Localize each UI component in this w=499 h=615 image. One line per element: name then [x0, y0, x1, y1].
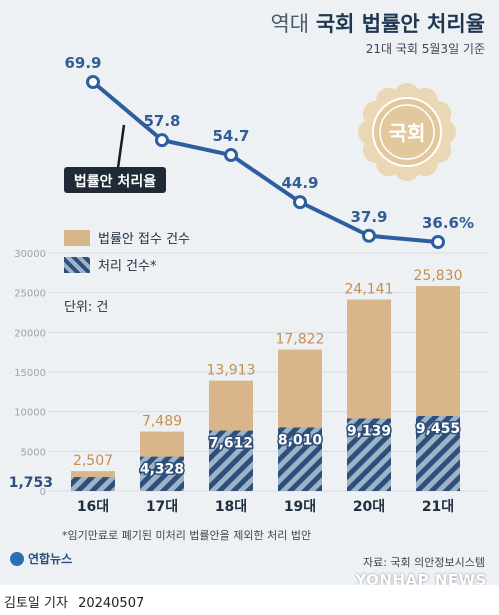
- legend-label-received: 법률안 접수 건수: [98, 232, 190, 247]
- bar-processed: [278, 427, 322, 491]
- title-main: 국회 법률안 처리율: [315, 12, 485, 36]
- processed-value-label: 4,328: [140, 462, 184, 478]
- subtitle: 21대 국회 5월3일 기준: [365, 42, 485, 56]
- x-tick-label: 16대: [77, 499, 109, 515]
- x-tick-label: 17대: [146, 499, 178, 515]
- processed-value-label: 7,612: [209, 436, 253, 452]
- rate-callout: 법률안 처리율: [64, 124, 166, 193]
- infographic-card: 국회 0 5000 10000 15000 20000 25000 30000 69.9 57…: [0, 0, 499, 585]
- rate-value-label: 54.7: [212, 127, 249, 145]
- yonhap-logo-text: 연합뉴스: [28, 552, 73, 566]
- rate-point: [293, 195, 307, 210]
- title-prefix: 역대: [270, 12, 310, 36]
- rate-value-label: 44.9: [281, 174, 318, 192]
- seal-text: 국회: [389, 121, 426, 145]
- bar-processed: [71, 477, 115, 491]
- x-tick-label: 18대: [215, 499, 247, 515]
- yonhap-logo: 연합뉴스: [10, 550, 72, 567]
- x-tick-label: 20대: [353, 499, 385, 515]
- bar-processed: [416, 415, 460, 491]
- y-tick-label: 15000: [14, 368, 46, 379]
- bar-processed: [347, 418, 391, 491]
- legend-label-processed: 처리 건수*: [98, 259, 157, 274]
- x-tick-label: 21대: [422, 499, 454, 515]
- rate-value-label: 57.8: [143, 112, 180, 130]
- bar-processed: [209, 430, 253, 491]
- received-value-label: 7,489: [142, 414, 182, 430]
- rate-point: [224, 148, 238, 163]
- x-tick-label: 19대: [284, 499, 316, 515]
- bar-processed: [140, 456, 184, 491]
- chart: 국회 0 5000 10000 15000 20000 25000 30000 69.9 57…: [9, 54, 488, 515]
- y-tick-label: 20000: [14, 328, 46, 339]
- rate-value-label: 36.6%: [422, 214, 474, 232]
- y-tick-label: 10000: [14, 408, 46, 419]
- footnote: *임기만료로 폐기된 미처리 법률안을 제외한 처리 법안: [62, 529, 312, 542]
- rate-point: [86, 75, 100, 89]
- processed-value-label: 9,139: [347, 423, 391, 439]
- national-assembly-seal-icon: 국회: [358, 83, 456, 181]
- processed-value-label: 9,455: [416, 421, 460, 437]
- rate-value-label: 37.9: [350, 208, 387, 226]
- received-value-label: 2,507: [73, 453, 113, 469]
- yonhap-logo-icon: [10, 551, 24, 566]
- watermark: YONHAP NEWS: [355, 571, 487, 585]
- y-tick-label: 0: [40, 487, 46, 498]
- y-tick-label: 5000: [21, 447, 46, 458]
- y-tick-label: 25000: [14, 289, 46, 300]
- credit-strip: [0, 585, 499, 615]
- rate-point: [155, 133, 169, 148]
- credit-author: 김토일 기자: [4, 596, 68, 611]
- legend-swatch-received: [64, 229, 90, 246]
- legend-item-received: 법률안 접수 건수: [64, 228, 190, 247]
- received-value-label: 17,822: [276, 332, 325, 348]
- rate-value-label: 69.9: [64, 54, 101, 72]
- rate-line: [91, 80, 439, 244]
- rate-point: [362, 228, 376, 243]
- received-value-label: 25,830: [414, 268, 463, 284]
- legend-swatch-processed: [64, 256, 90, 273]
- source-text: 자료: 국회 의안정보시스템: [362, 556, 485, 569]
- credit-line: 김토일 기자 20240507: [4, 592, 150, 611]
- processed-value-label: 8,010: [278, 432, 323, 448]
- processed-value-label: 1,753: [9, 475, 53, 491]
- received-value-label: 24,141: [345, 281, 394, 297]
- rate-line-label: 법률안 처리율: [74, 173, 156, 190]
- rate-point: [431, 235, 445, 249]
- received-value-label: 13,913: [207, 363, 256, 379]
- y-tick-label: 30000: [14, 249, 46, 260]
- legend-item-processed: 처리 건수*: [64, 255, 156, 274]
- page-title: 역대 국회 법률안 처리율: [270, 8, 485, 38]
- credit-date: 20240507: [78, 596, 145, 611]
- unit-label: 단위: 건: [64, 300, 109, 315]
